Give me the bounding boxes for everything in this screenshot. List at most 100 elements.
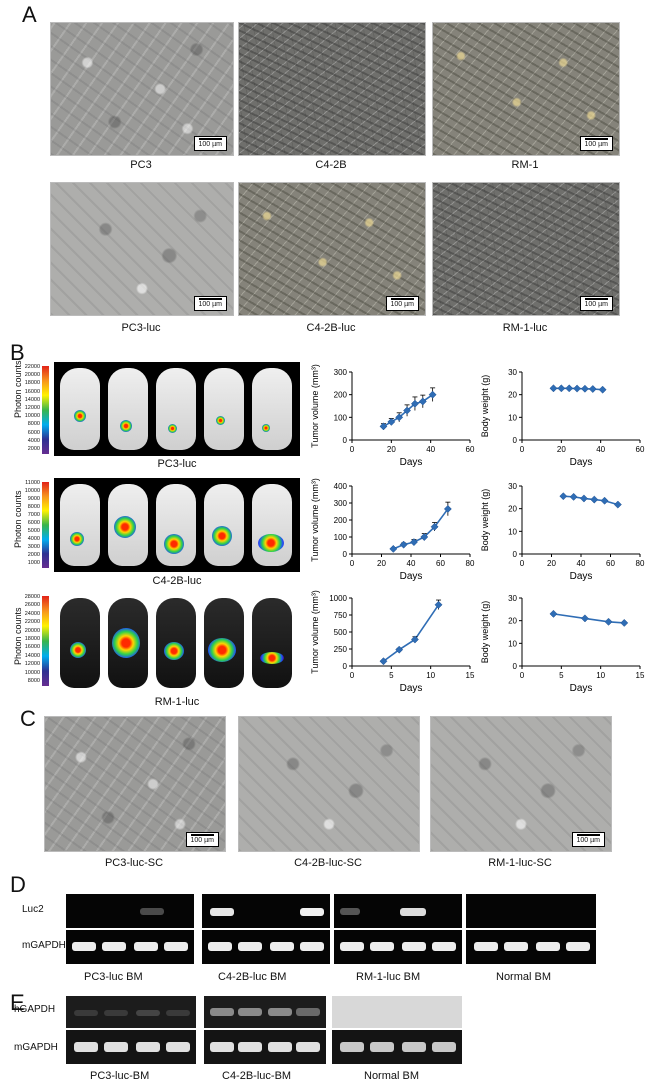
- data-point: [403, 406, 412, 415]
- y-tick-label: 30: [508, 594, 517, 603]
- colorbar-tick-label: 12000: [24, 661, 40, 668]
- x-tick-label: 0: [520, 559, 525, 568]
- y-tick-label: 30: [508, 482, 517, 491]
- y-tick-label: 100: [334, 413, 348, 422]
- gel-luc2-normal: [466, 894, 596, 928]
- data-point: [604, 617, 613, 626]
- x-tick-label: 80: [466, 559, 475, 568]
- data-point: [430, 522, 439, 531]
- colorbar-tick-label: 6000: [27, 429, 40, 436]
- colorbar-tick-label: 1000: [27, 560, 40, 566]
- colorbar-tick-label: 3000: [27, 544, 40, 550]
- data-point: [620, 618, 629, 627]
- data-point: [580, 384, 589, 393]
- x-tick-label: 20: [387, 445, 396, 454]
- y-tick-label: 250: [334, 645, 348, 654]
- colorbar-tick-label: 12000: [24, 405, 40, 411]
- mice-image-rm-1-luc: [54, 592, 300, 690]
- scale-bar: 100 µm: [193, 296, 227, 311]
- gel-mgapdh-rm-1: [334, 930, 462, 964]
- x-tick-label: 5: [389, 671, 394, 680]
- micrograph-pc3: 100 µm: [50, 22, 234, 156]
- y-tick-label: 300: [334, 499, 348, 508]
- data-point: [557, 384, 566, 393]
- x-tick-label: 60: [436, 559, 445, 568]
- x-axis-label: Days: [400, 683, 423, 694]
- gel-hgapdh-c4-2b: [204, 996, 326, 1028]
- x-tick-label: 15: [636, 671, 645, 680]
- scale-bar: 100 µm: [385, 296, 419, 311]
- data-point: [409, 538, 418, 547]
- gel-mgapdh-e-pc3: [66, 1030, 196, 1064]
- colorbar: [42, 482, 49, 568]
- y-tick-label: 20: [508, 505, 517, 514]
- caption-rm-1-luc: RM-1-luc: [502, 322, 548, 334]
- gel-luc2-rm-1: [334, 894, 462, 928]
- x-tick-label: 10: [596, 671, 605, 680]
- caption-row-rm-1-luc: RM-1-luc: [154, 696, 200, 708]
- y-tick-label: 100: [334, 533, 348, 542]
- caption-c4-2b-luc: C4-2B-luc: [306, 322, 356, 334]
- data-point: [418, 397, 427, 406]
- y-axis-label: Tumor volume (mm³): [310, 590, 320, 674]
- colorbar-tick-label: 18000: [24, 380, 40, 387]
- caption-c4-2b-luc-bm: C4-2B-luc BM: [218, 971, 287, 983]
- colorbar-tick-label: 8000: [27, 504, 40, 510]
- x-tick-label: 40: [596, 445, 605, 454]
- data-point: [434, 600, 443, 609]
- colorbar-tick-label: 9000: [27, 496, 40, 502]
- colorbar-tick-label: 7000: [27, 512, 40, 518]
- x-tick-label: 0: [350, 559, 355, 568]
- x-tick-label: 0: [350, 445, 355, 454]
- x-tick-label: 80: [636, 559, 645, 568]
- panel-c-letter: C: [20, 706, 36, 731]
- chart-body-weight-rm-1-luc: 0 10 20 30 0 5 10 15 Days Body weight (g): [480, 594, 645, 694]
- y-tick-label: 200: [334, 516, 348, 525]
- x-tick-label: 20: [547, 559, 556, 568]
- colorbar-tick-label: 5000: [27, 528, 40, 534]
- scale-bar: 100 µm: [579, 136, 613, 151]
- colorbar-tick-label: 22000: [24, 619, 40, 626]
- colorbar-tick-label: 26000: [24, 602, 40, 609]
- caption-rm-1: RM-1: [511, 159, 539, 171]
- data-point: [420, 533, 429, 541]
- colorbar-tick-label: 8000: [27, 421, 40, 428]
- panel-d-letter: D: [10, 872, 26, 897]
- y-axis-label: Body weight (g): [480, 601, 490, 664]
- colorbar-tick-label: 24000: [24, 610, 40, 617]
- x-axis-label: Days: [570, 683, 593, 694]
- data-point: [559, 492, 568, 501]
- y-tick-label: 0: [343, 662, 348, 671]
- colorbar-tick-label: 10000: [24, 669, 40, 676]
- data-point: [379, 657, 388, 666]
- x-tick-label: 10: [426, 671, 435, 680]
- colorbar-tick-label: 16000: [24, 388, 40, 395]
- caption-c4-2b-luc-sc: C4-2B-luc-SC: [294, 857, 362, 869]
- y-tick-label: 0: [343, 550, 348, 559]
- caption-rm-1-luc-bm: RM-1-luc BM: [356, 971, 421, 983]
- chart-tumor-volume-rm-1-luc: 0 250 500 750 1000 0 5 10 15 Days Tumor volume (mm…: [310, 590, 475, 694]
- scale-bar: 100 µm: [571, 832, 605, 847]
- data-point: [549, 609, 558, 618]
- y-axis-label: Body weight (g): [480, 375, 490, 438]
- colorbar-tick-label: 6000: [27, 520, 40, 526]
- y-tick-label: 300: [334, 368, 348, 377]
- x-tick-label: 5: [559, 671, 564, 680]
- caption-rm-1-luc-sc: RM-1-luc-SC: [488, 857, 552, 869]
- colorbar-tick-label: 10000: [24, 488, 40, 494]
- gel-row-label-luc2: Luc2: [22, 904, 44, 915]
- y-tick-label: 1000: [329, 594, 347, 603]
- scale-bar: 100 µm: [185, 832, 219, 847]
- colorbar-tick-label: 16000: [24, 644, 40, 651]
- caption-row-c4-2b-luc: C4-2B-luc: [152, 575, 202, 587]
- gel-mgapdh-pc3: [66, 930, 194, 964]
- data-point: [580, 614, 589, 623]
- x-tick-label: 0: [350, 671, 355, 680]
- x-tick-label: 40: [426, 445, 435, 454]
- x-tick-label: 40: [577, 559, 586, 568]
- data-point: [600, 496, 609, 505]
- gel-row-label-mgapdh-e: mGAPDH: [14, 1042, 58, 1053]
- chart-body-weight-pc3-luc: 0 10 20 30 0 20 40 60 Days Body weight (g): [480, 368, 645, 468]
- colorbar-tick-label: 28000: [24, 594, 40, 600]
- scale-bar: 100 µm: [193, 136, 227, 151]
